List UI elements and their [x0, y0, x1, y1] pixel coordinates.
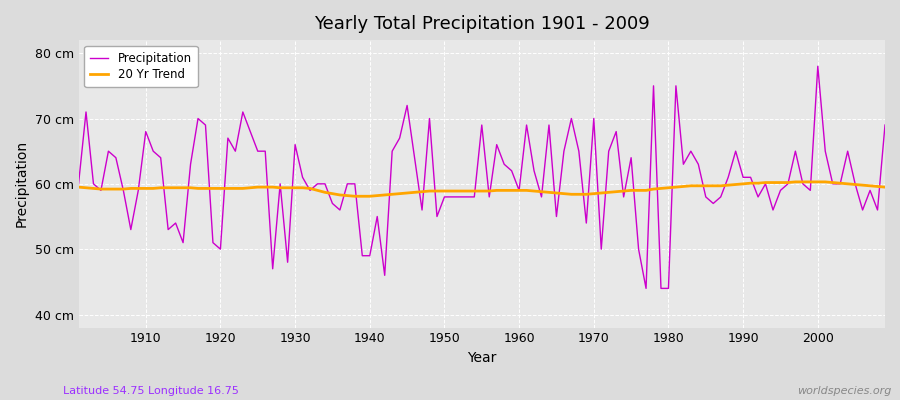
Text: worldspecies.org: worldspecies.org — [796, 386, 891, 396]
20 Yr Trend — [133, 186, 144, 191]
20 Yr Trend — [521, 188, 532, 193]
Precipitation — [641, 286, 652, 291]
20 Yr Trend — [790, 180, 801, 184]
Precipitation — [297, 175, 308, 180]
20 Yr Trend — [514, 188, 525, 193]
Precipitation — [73, 182, 84, 186]
20 Yr Trend — [73, 185, 84, 190]
Line: Precipitation: Precipitation — [78, 66, 885, 288]
X-axis label: Year: Year — [467, 351, 497, 365]
Text: Latitude 54.75 Longitude 16.75: Latitude 54.75 Longitude 16.75 — [63, 386, 238, 396]
20 Yr Trend — [879, 185, 890, 190]
Precipitation — [506, 168, 517, 173]
Precipitation — [603, 149, 614, 154]
Title: Yearly Total Precipitation 1901 - 2009: Yearly Total Precipitation 1901 - 2009 — [314, 15, 650, 33]
Legend: Precipitation, 20 Yr Trend: Precipitation, 20 Yr Trend — [85, 46, 197, 87]
20 Yr Trend — [342, 193, 353, 198]
Precipitation — [813, 64, 824, 69]
Precipitation — [514, 188, 525, 193]
20 Yr Trend — [349, 194, 360, 199]
20 Yr Trend — [611, 189, 622, 194]
20 Yr Trend — [297, 185, 308, 190]
Precipitation — [342, 182, 353, 186]
Precipitation — [133, 188, 144, 193]
Precipitation — [879, 123, 890, 128]
Line: 20 Yr Trend: 20 Yr Trend — [78, 182, 885, 196]
Y-axis label: Precipitation: Precipitation — [15, 140, 29, 228]
